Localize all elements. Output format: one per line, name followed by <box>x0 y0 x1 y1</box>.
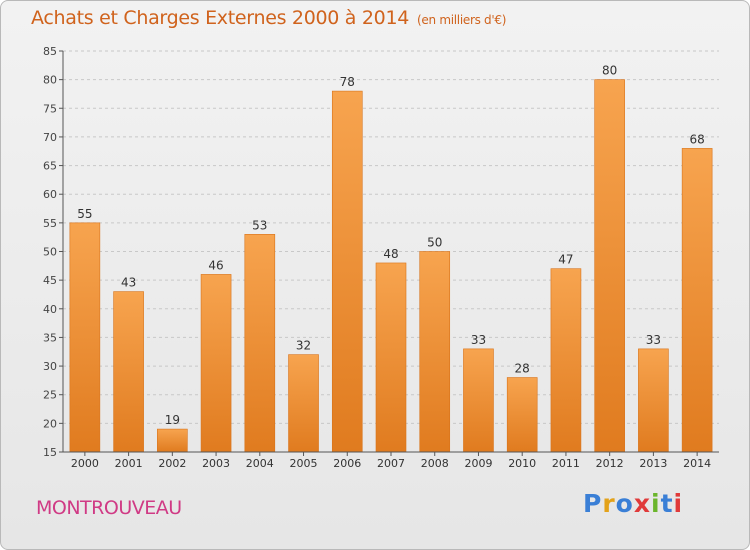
y-tick-label: 80 <box>43 74 57 87</box>
y-tick-label: 45 <box>43 274 57 287</box>
x-tick-label: 2003 <box>202 457 230 470</box>
bar <box>506 377 538 453</box>
bar-value-label: 50 <box>427 236 442 250</box>
y-tick-label: 60 <box>43 188 57 201</box>
logo-letter: t <box>660 489 674 518</box>
logo-letter: i <box>651 489 661 518</box>
chart-title: Achats et Charges Externes 2000 à 2014 (e… <box>31 7 506 29</box>
bar <box>200 274 232 453</box>
x-tick-label: 2012 <box>596 457 624 470</box>
bar-value-label: 47 <box>558 253 573 267</box>
unit-label: (en milliers d'€) <box>417 13 507 27</box>
bar <box>550 268 582 453</box>
bar <box>288 354 319 453</box>
bar <box>638 348 669 453</box>
bar <box>157 428 188 453</box>
x-tick-label: 2004 <box>246 457 274 470</box>
bar <box>331 90 363 453</box>
x-tick-label: 2005 <box>290 457 318 470</box>
y-tick-label: 20 <box>43 417 57 430</box>
y-tick-label: 65 <box>43 160 57 173</box>
y-tick-label: 25 <box>43 389 57 402</box>
logo-letter: r <box>602 489 616 518</box>
bar-value-label: 78 <box>340 75 355 89</box>
bar-value-label: 43 <box>121 276 136 290</box>
x-tick-label: 2000 <box>71 457 99 470</box>
y-tick-label: 35 <box>43 331 57 344</box>
bar <box>244 234 276 453</box>
x-tick-label: 2001 <box>115 457 143 470</box>
bar <box>69 222 101 453</box>
logo-letter: o <box>615 489 634 518</box>
x-tick-label: 2011 <box>552 457 580 470</box>
x-tick-label: 2014 <box>683 457 711 470</box>
logo-letter: i <box>673 489 684 518</box>
bar-value-label: 53 <box>252 218 267 232</box>
bar <box>419 251 451 453</box>
bar-value-label: 68 <box>689 132 704 146</box>
bar-value-label: 80 <box>602 64 617 78</box>
bar-value-label: 48 <box>383 247 398 261</box>
bar-layer: 55 43 19 46 53 32 78 48 50 33 28 47 80 33 68 <box>69 64 713 453</box>
y-tick-label: 15 <box>43 446 57 459</box>
bar <box>463 348 494 453</box>
x-tick-label: 2010 <box>508 457 536 470</box>
y-tick-label: 75 <box>43 102 57 115</box>
x-tick-label: 2002 <box>158 457 186 470</box>
y-tick-label: 30 <box>43 360 57 373</box>
bar <box>681 148 713 453</box>
bar-value-label: 32 <box>296 339 311 353</box>
x-tick-label: 2007 <box>377 457 405 470</box>
bar <box>594 79 625 453</box>
bar-value-label: 28 <box>515 362 530 376</box>
bar-value-label: 46 <box>208 258 223 272</box>
y-tick-label: 55 <box>43 217 57 230</box>
bar-value-label: 19 <box>165 413 180 427</box>
title-text: Achats et Charges Externes 2000 à 2014 <box>31 7 410 29</box>
bar-value-label: 33 <box>646 333 661 347</box>
bar-value-label: 33 <box>471 333 486 347</box>
x-tick-label: 2008 <box>421 457 449 470</box>
y-tick-label: 70 <box>43 131 57 144</box>
axis-layer: 15 20 25 30 35 40 45 50 55 60 65 70 75 80 85 2000 2001 20… <box>43 45 719 470</box>
commune-name: MONTROUVEAU <box>36 497 182 519</box>
proxiti-logo[interactable]: Proxiti <box>583 489 683 518</box>
logo-letter: P <box>583 489 603 518</box>
bar <box>375 262 407 453</box>
y-tick-label: 40 <box>43 303 57 316</box>
x-tick-label: 2013 <box>639 457 667 470</box>
bar <box>113 291 144 453</box>
x-tick-label: 2009 <box>464 457 492 470</box>
x-tick-label: 2006 <box>333 457 361 470</box>
y-tick-label: 50 <box>43 246 57 259</box>
logo-letter: x <box>633 489 651 518</box>
y-tick-label: 85 <box>43 45 57 58</box>
bar-value-label: 55 <box>77 207 92 221</box>
